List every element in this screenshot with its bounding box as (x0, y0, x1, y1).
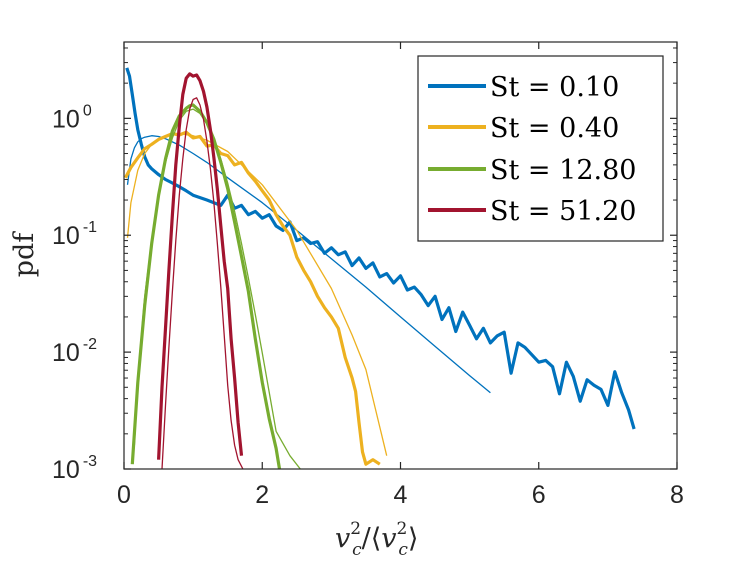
x-title-v: v (335, 523, 350, 554)
y-tick-label: 10 -3 (52, 453, 97, 484)
x-title-slash: / (362, 523, 372, 554)
legend-label-st-0-40: St = 0.40 (490, 113, 619, 144)
x-tick-label: 2 (255, 481, 269, 509)
x-title-sub2: c (398, 540, 408, 560)
x-title-sup2: 2 (397, 519, 408, 539)
x-tick-label: 4 (394, 481, 408, 509)
y-tick-label: 10 -1 (52, 219, 97, 250)
y-tick-label: 10 0 (52, 102, 92, 133)
x-title-v2: v (381, 523, 396, 554)
y-axis-title: pdf (9, 231, 40, 278)
x-tick-label: 0 (117, 481, 131, 509)
legend-label-st-12-80: St = 12.80 (490, 155, 636, 186)
x-tick-label: 8 (670, 481, 684, 509)
series-line-st-12-80-fit (133, 108, 301, 469)
x-title-sup: 2 (350, 519, 361, 539)
legend-label-st-51-20: St = 51.20 (490, 196, 636, 227)
series-layer (124, 67, 636, 469)
series-line-st-51-20 (157, 72, 244, 460)
y-tick-label: 10 -2 (52, 336, 97, 367)
x-title-open: ⟨ (371, 523, 382, 554)
series-line-st-0-10-fit (126, 135, 491, 394)
legend: St = 0.10 St = 0.40 St = 12.80 St = 51.2… (417, 55, 664, 242)
x-tick-label: 6 (532, 481, 546, 509)
x-axis-title: v2 c/⟨v2 c⟩ (335, 519, 418, 560)
x-title-close: ⟩ (408, 523, 419, 554)
x-title-sub: c (352, 540, 362, 560)
legend-label-st-0-10: St = 0.10 (490, 72, 619, 103)
series-line-st-0-10 (125, 67, 636, 430)
series-line-st-51-20-fit (161, 97, 244, 469)
series-line-st-0-40-fit (126, 132, 388, 456)
